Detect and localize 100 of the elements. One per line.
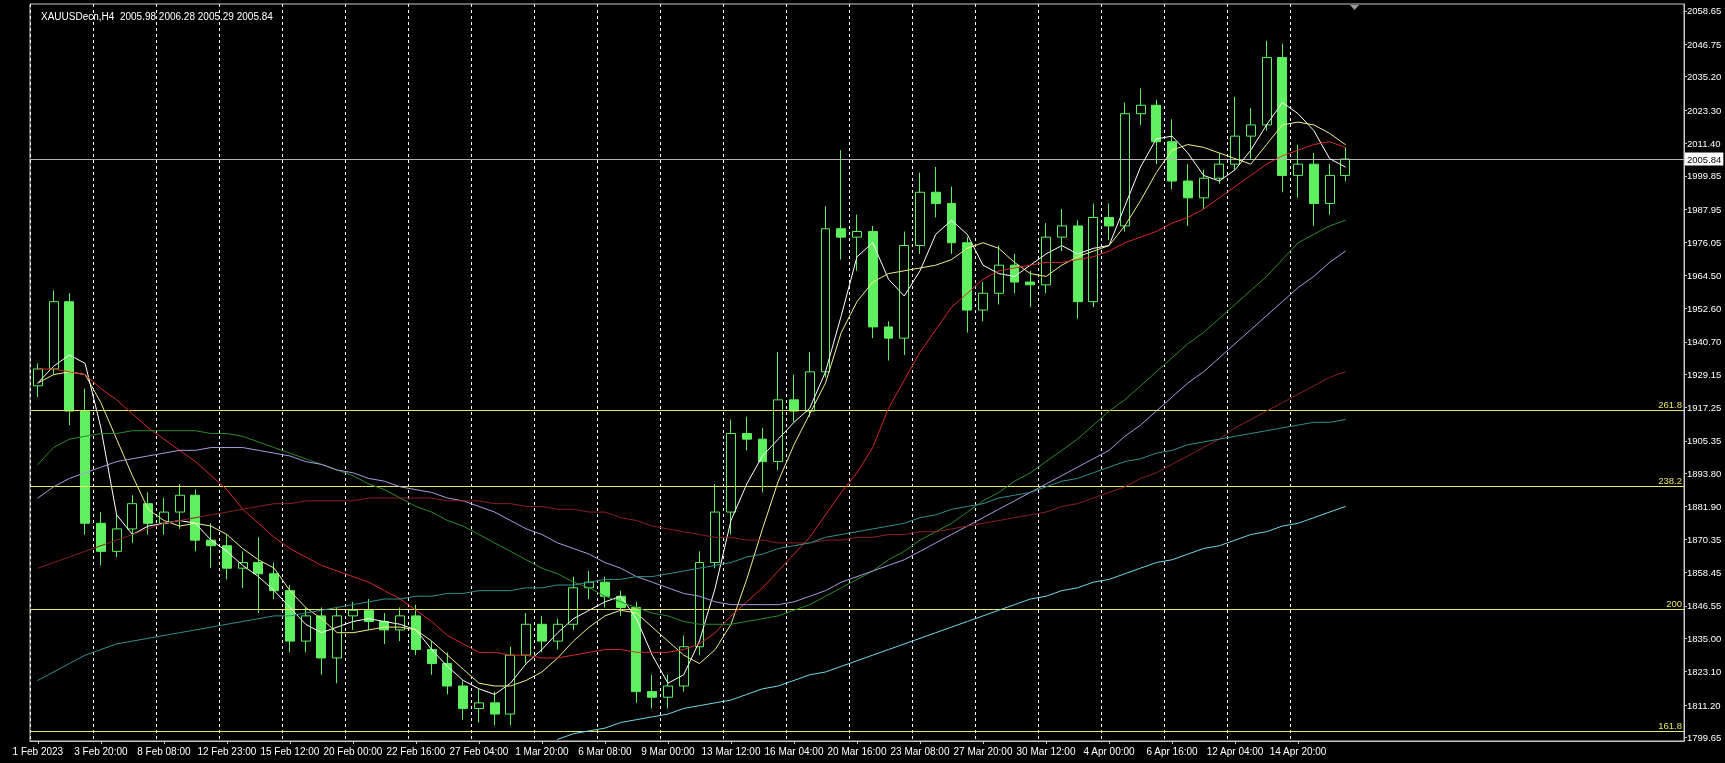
candlestick: [710, 483, 720, 569]
candlestick: [112, 514, 122, 558]
candlestick: [364, 598, 374, 631]
y-tick-label: 2023.30: [1687, 104, 1722, 116]
x-tick-label: 27 Mar 20:00: [953, 745, 1013, 757]
y-tick-label: 1893.80: [1687, 467, 1722, 479]
x-tick-label: 12 Apr 04:00: [1206, 745, 1264, 757]
candlestick: [1325, 163, 1335, 216]
y-tick-label: 1952.60: [1687, 302, 1722, 314]
candlestick: [1057, 208, 1067, 252]
x-tick-label: 4 Apr 00:00: [1083, 745, 1136, 757]
candlestick: [442, 651, 452, 695]
candlestick: [836, 149, 846, 261]
candlestick: [915, 172, 925, 255]
candlestick: [458, 679, 468, 721]
candlestick: [1293, 144, 1303, 199]
x-tick-label: 20 Feb 00:00: [323, 745, 383, 757]
candlestick: [175, 483, 185, 530]
candlestick: [427, 640, 437, 676]
candlestick: [505, 646, 515, 726]
candlestick: [1151, 99, 1161, 165]
candlestick: [852, 214, 862, 272]
candlestick: [663, 674, 673, 709]
y-tick-label: 1905.35: [1687, 435, 1722, 447]
annotation: 200: [1666, 597, 1682, 609]
candlestick: [1104, 202, 1114, 241]
y-tick-label: 1999.85: [1687, 170, 1722, 182]
candlestick: [1214, 152, 1224, 185]
x-tick-label: 15 Feb 12:00: [260, 745, 320, 757]
y-tick-label: 2011.40: [1687, 137, 1721, 149]
x-tick-label: 6 Mar 08:00: [578, 745, 633, 757]
x-tick-label: 9 Mar 00:00: [641, 745, 696, 757]
candlestick: [1230, 96, 1240, 171]
candlestick: [647, 674, 657, 709]
y-tick-label: 2046.75: [1687, 38, 1722, 50]
line-series: [37, 371, 1346, 569]
candlestick: [789, 374, 799, 423]
candlestick: [884, 320, 893, 362]
candlestick: [316, 606, 326, 676]
candlestick: [49, 289, 59, 376]
candlestick: [206, 522, 216, 569]
candlestick: [143, 491, 153, 536]
candlestick: [568, 576, 578, 631]
line-series: [557, 505, 1346, 740]
y-tick-label: 1858.45: [1687, 567, 1722, 579]
candlestick: [1073, 219, 1083, 319]
candlestick: [1199, 169, 1209, 210]
candlestick: [222, 534, 232, 580]
candlestick: [899, 231, 909, 356]
candlestick: [868, 225, 878, 339]
y-tick-label: 1823.10: [1687, 666, 1722, 678]
y-tick-label: 1929.15: [1687, 368, 1722, 380]
candlestick: [1136, 87, 1146, 126]
candlestick: [1277, 43, 1287, 193]
candlestick: [631, 601, 641, 704]
y-tick-label: 1799.65: [1687, 731, 1722, 743]
y-tick-label: 1846.55: [1687, 600, 1722, 612]
candlestick: [521, 612, 531, 665]
x-tick-label: 13 Mar 12:00: [701, 745, 761, 757]
x-tick-label: 1 Feb 2023: [12, 745, 64, 757]
candlestick: [474, 688, 484, 723]
y-tick-label: 1964.50: [1687, 269, 1722, 281]
candlestick: [1041, 222, 1051, 294]
candlestick: [931, 166, 941, 218]
y-tick-label: 1940.70: [1687, 336, 1722, 348]
candlestick: [537, 615, 547, 653]
x-tick-label: 3 Feb 20:00: [74, 745, 129, 757]
y-tick-label: 1881.90: [1687, 501, 1722, 513]
text: XAUUSDecn,H4 2005.98 2006.28 2005.29 2005.84: [41, 10, 274, 22]
x-tick-label: 6 Apr 16:00: [1146, 745, 1199, 757]
annotation: 261.8: [1658, 399, 1682, 411]
y-tick-label: 2058.65: [1687, 5, 1722, 17]
candlestick: [1167, 118, 1177, 190]
x-tick-label: 14 Apr 20:00: [1269, 745, 1327, 757]
candlestick: [1025, 270, 1035, 308]
candlestick: [64, 292, 74, 426]
candlestick: [758, 427, 767, 493]
candlestick: [947, 186, 956, 255]
candlestick: [1246, 107, 1256, 160]
ref-line-label: 2005.84: [1687, 153, 1722, 165]
candlestick: [773, 351, 783, 471]
y-tick-label: 1811.20: [1687, 699, 1721, 711]
candlestick: [1309, 152, 1319, 227]
y-tick-label: 2035.20: [1687, 71, 1722, 83]
candlestick: [962, 236, 972, 334]
candlestick: [348, 601, 358, 631]
candlestick: [726, 418, 736, 536]
candlestick: [600, 576, 610, 608]
x-tick-label: 16 Mar 04:00: [764, 745, 824, 757]
candlestick: [285, 584, 295, 653]
candlestick: [1120, 101, 1130, 233]
y-tick-label: 1870.35: [1687, 533, 1722, 545]
candlestick: [1262, 40, 1272, 132]
annotation: 238.2: [1658, 475, 1682, 487]
x-tick-label: 1 Mar 20:00: [515, 745, 570, 757]
x-tick-label: 27 Feb 04:00: [449, 745, 509, 757]
candlestick: [994, 245, 1004, 305]
y-tick-label: 1976.05: [1687, 237, 1722, 249]
candlestick: [821, 205, 830, 378]
x-tick-label: 30 Mar 12:00: [1016, 745, 1076, 757]
